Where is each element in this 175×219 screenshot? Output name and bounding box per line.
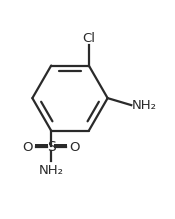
Text: S: S bbox=[47, 140, 55, 154]
Text: NH₂: NH₂ bbox=[132, 99, 157, 112]
Text: NH₂: NH₂ bbox=[39, 164, 64, 177]
Text: O: O bbox=[23, 141, 33, 154]
Text: Cl: Cl bbox=[82, 32, 95, 44]
Text: O: O bbox=[69, 141, 80, 154]
